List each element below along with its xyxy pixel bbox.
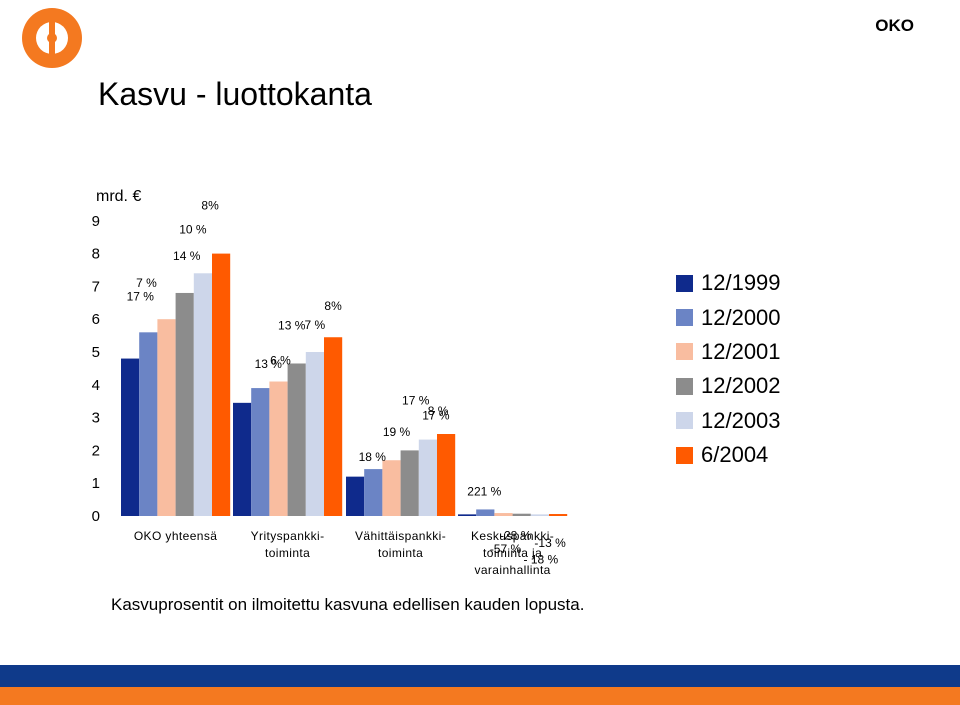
category-label: toiminta ja <box>483 546 542 560</box>
bar-percent-label: 221 % <box>467 484 501 498</box>
bar-percent-label: 7 % <box>305 318 326 332</box>
bar <box>400 450 419 516</box>
bar <box>175 292 194 516</box>
bar-percent-label: 17 % <box>127 289 155 303</box>
legend-label: 12/1999 <box>701 270 781 296</box>
y-tick-label: 6 <box>92 311 100 328</box>
footer-band-orange <box>0 687 960 705</box>
bar-percent-label: 14 % <box>173 249 201 263</box>
y-tick-label: 7 <box>92 278 100 295</box>
bar <box>269 381 288 516</box>
bar-percent-label: 13 % <box>255 357 283 371</box>
y-axis-unit-label: mrd. € <box>96 188 141 205</box>
y-tick-label: 5 <box>92 344 100 361</box>
legend-item: 12/2002 <box>676 369 781 403</box>
bar <box>305 352 324 516</box>
bar-percent-label: -57 % <box>490 542 522 556</box>
legend-swatch-2004 <box>676 446 693 464</box>
footnote: Kasvuprosentit on ilmoitettu kasvuna ede… <box>111 595 585 614</box>
y-tick-label: 9 <box>92 213 100 230</box>
footer-band-blue <box>0 665 960 687</box>
bar <box>324 337 343 516</box>
category-label: Vähittäispankki- <box>355 529 446 543</box>
category-label: Yrityspankki- <box>251 529 325 543</box>
bar <box>512 513 531 516</box>
y-axis-ticks: 0 1 2 3 4 5 6 7 8 9 <box>92 213 100 525</box>
bar-value-labels: 17 % 13 % 18 % 221 % 7 % 6 % 19 % -57 % 14 % 13 %… <box>127 199 566 567</box>
legend-item: 12/2003 <box>676 404 781 438</box>
legend-item: 12/1999 <box>676 266 781 300</box>
bar <box>382 460 401 516</box>
legend-swatch-2001 <box>676 343 693 361</box>
bar <box>233 402 252 516</box>
bar <box>251 388 270 516</box>
bar <box>212 253 231 516</box>
bar <box>476 509 495 516</box>
bar <box>193 273 212 516</box>
legend-label: 12/2000 <box>701 304 781 330</box>
bar <box>418 439 437 516</box>
bar-percent-label: - 18 % <box>524 552 559 566</box>
category-label: Keskuspankki- <box>471 529 554 543</box>
legend-label: 6/2004 <box>701 442 769 468</box>
bar-percent-label: 8% <box>201 199 219 213</box>
category-label: toiminta <box>378 546 423 560</box>
bar <box>157 319 176 516</box>
bar-percent-label: 17 % <box>422 409 450 423</box>
bar <box>458 514 477 516</box>
bar-percent-label: 10 % <box>179 222 207 236</box>
oko-logo <box>22 8 82 68</box>
bar-chart: mrd. € 0 1 2 3 4 5 6 7 8 9 17 % 13 % 18 % 221 % 7 % 6 … <box>92 188 568 577</box>
y-tick-label: 3 <box>92 410 100 427</box>
bar <box>287 363 306 516</box>
bar-percent-label: 17 % <box>402 393 430 407</box>
bar <box>364 469 383 516</box>
legend-item: 12/2000 <box>676 300 781 334</box>
footer-separator <box>0 663 960 665</box>
bar-percent-label: 13 % <box>278 318 306 332</box>
bar-percent-label: 19 % <box>383 425 411 439</box>
legend-label: 12/2002 <box>701 373 781 399</box>
bar-percent-label: 6 % <box>270 354 291 368</box>
bar-percent-label: 8% <box>324 299 342 313</box>
bar <box>437 434 456 516</box>
y-tick-label: 0 <box>92 508 100 525</box>
legend-item: 12/2001 <box>676 335 781 369</box>
bar <box>346 476 365 516</box>
y-tick-label: 8 <box>92 246 100 263</box>
page-title: Kasvu - luottokanta <box>98 76 372 112</box>
bar <box>121 358 140 516</box>
category-labels: OKO yhteensä Yrityspankki-toiminta Vähittä… <box>134 529 554 577</box>
bar <box>139 332 158 516</box>
legend-swatch-2000 <box>676 309 693 327</box>
legend-label: 12/2003 <box>701 407 781 433</box>
legend-label: 12/2001 <box>701 338 781 364</box>
brand-name: OKO <box>875 16 914 35</box>
bars <box>121 253 568 516</box>
legend-item: 6/2004 <box>676 438 781 472</box>
bar-percent-label: -13 % <box>534 536 566 550</box>
category-label: OKO yhteensä <box>134 529 218 543</box>
y-tick-label: 2 <box>92 442 100 459</box>
bar-percent-label: 18 % <box>359 450 387 464</box>
y-tick-label: 4 <box>92 377 100 394</box>
category-label: varainhallinta <box>474 563 550 577</box>
bar <box>530 514 549 516</box>
legend-swatch-2002 <box>676 377 693 395</box>
bar-percent-label: 7 % <box>136 276 157 290</box>
bar <box>494 513 513 516</box>
bar <box>549 514 568 516</box>
legend-swatch-2003 <box>676 412 693 430</box>
bar-percent-label: -28 % <box>500 529 532 543</box>
legend-swatch-1999 <box>676 274 693 292</box>
legend: 12/1999 12/2000 12/2001 12/2002 12/2003 … <box>676 266 781 472</box>
category-label: toiminta <box>265 546 310 560</box>
y-tick-label: 1 <box>92 475 100 492</box>
bar-percent-label: 8 % <box>428 404 449 418</box>
